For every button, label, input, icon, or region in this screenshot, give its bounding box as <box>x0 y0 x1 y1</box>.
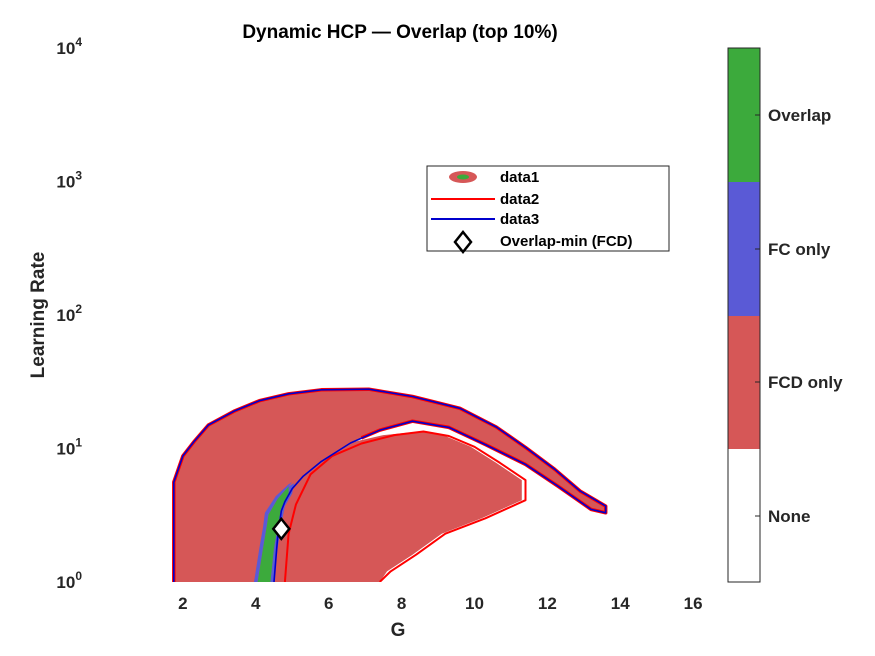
colorbar-fc-only <box>728 182 760 316</box>
legend-marker-diamond <box>453 229 473 255</box>
colorbar-overlap <box>728 48 760 182</box>
chart-title: Dynamic HCP — Overlap (top 10%) <box>242 22 557 43</box>
colorbar-frame <box>727 47 761 583</box>
legend-data2-label: data2 <box>500 191 539 208</box>
colorbar: None FCD only FC only Overlap <box>727 47 843 583</box>
x-tick-label: 10 <box>465 594 484 613</box>
fc-only-strip-left <box>254 482 293 582</box>
x-tick-labels: 2 4 6 8 10 12 14 16 <box>178 594 702 613</box>
legend-data1-swatch-inner <box>457 174 469 180</box>
colorbar-fcd-only <box>728 316 760 449</box>
x-tick-label: 6 <box>324 594 333 613</box>
colorbar-label-overlap: Overlap <box>768 106 831 125</box>
colorbar-label-fcd-only: FCD only <box>768 373 843 392</box>
y-tick-label: 103 <box>56 169 82 192</box>
y-tick-label: 104 <box>56 35 82 58</box>
legend: data1 data2 data3 Overlap-min (FCD) <box>426 165 670 255</box>
legend-data1-label: data1 <box>500 169 539 186</box>
fcd-only-region-outer <box>173 389 606 582</box>
y-axis-label: Learning Rate <box>28 252 49 379</box>
marker-layer <box>271 516 291 541</box>
x-tick-label: 16 <box>684 594 703 613</box>
y-tick-label: 101 <box>56 436 82 459</box>
plot-area <box>110 48 715 582</box>
overlap-region <box>257 486 289 582</box>
fcd-only-region-inner <box>266 431 522 582</box>
contour-layer <box>172 387 608 582</box>
x-tick-label: 8 <box>397 594 406 613</box>
colorbar-label-none: None <box>768 507 811 526</box>
x-tick-label: 14 <box>611 594 630 613</box>
overlap-min-marker <box>271 516 291 541</box>
fcd-contour-inner <box>283 430 527 582</box>
y-tick-labels: 100 101 102 103 104 <box>56 35 82 592</box>
y-tick-label: 100 <box>56 569 82 592</box>
fc-contour <box>173 388 607 582</box>
x-axis-label: G <box>391 620 406 641</box>
colorbar-none <box>728 449 760 582</box>
x-tick-label: 4 <box>251 594 261 613</box>
x-tick-label: 2 <box>178 594 187 613</box>
y-tick-label: 102 <box>56 302 82 325</box>
x-tick-label: 12 <box>538 594 557 613</box>
legend-data3-label: data3 <box>500 211 539 228</box>
colorbar-label-fc-only: FC only <box>768 240 831 259</box>
legend-marker-label: Overlap-min (FCD) <box>500 233 633 250</box>
